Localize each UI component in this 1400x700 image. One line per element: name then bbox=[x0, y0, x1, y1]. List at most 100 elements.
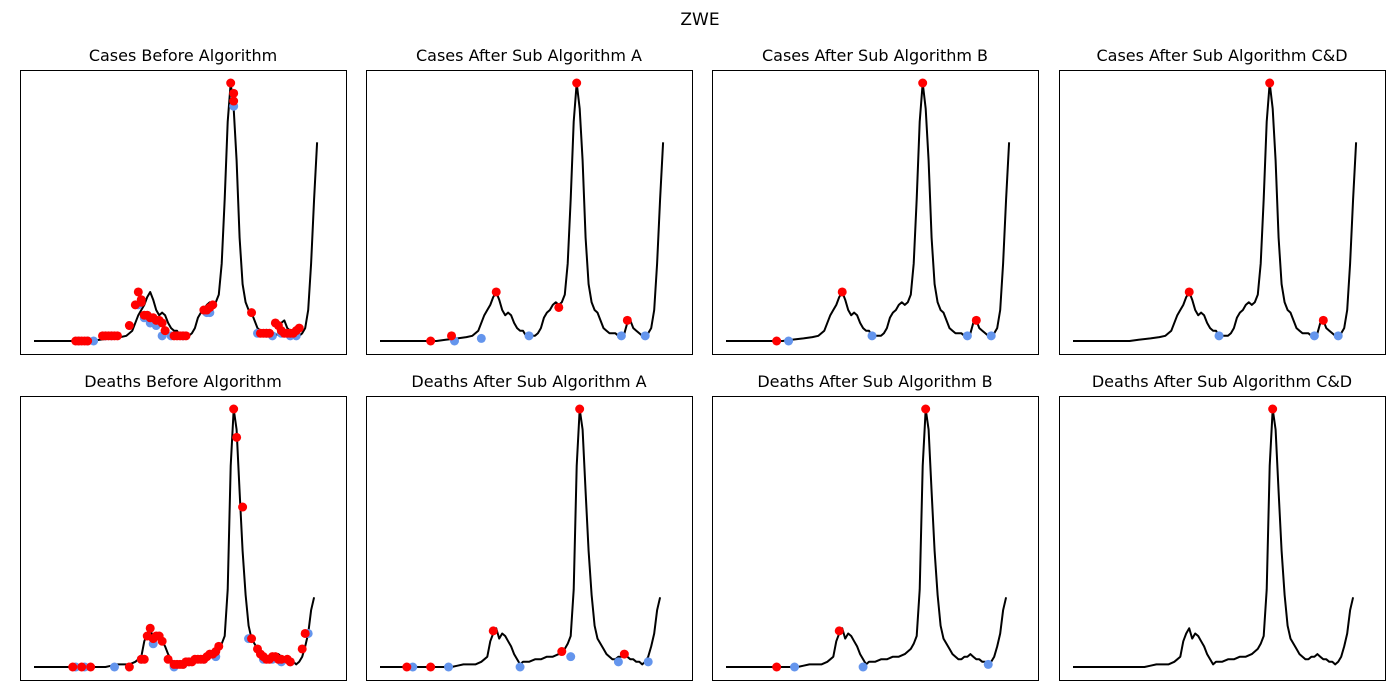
series-line bbox=[726, 82, 1011, 342]
peak-point bbox=[214, 641, 224, 651]
peak-point bbox=[575, 404, 585, 414]
trough-point bbox=[566, 652, 576, 662]
panel-title: Deaths Before Algorithm bbox=[84, 372, 282, 391]
panel-title: Cases After Sub Algorithm C&D bbox=[1096, 46, 1347, 65]
peak-point bbox=[772, 336, 782, 346]
peak-point bbox=[157, 318, 167, 328]
peak-point bbox=[247, 308, 257, 318]
panel-deaths-2: Deaths After Sub Algorithm B bbox=[712, 372, 1039, 681]
peak-point bbox=[1318, 315, 1328, 325]
peak-point bbox=[77, 662, 87, 672]
series-line bbox=[380, 82, 665, 342]
peak-point bbox=[557, 647, 567, 657]
peak-point bbox=[554, 302, 564, 312]
peak-point bbox=[572, 78, 582, 88]
panel-deaths-0: Deaths Before Algorithm bbox=[20, 372, 347, 681]
panel-title: Cases After Sub Algorithm A bbox=[416, 46, 642, 65]
panel-cases-0: Cases Before Algorithm bbox=[20, 46, 347, 355]
trough-point bbox=[858, 662, 868, 672]
trough-point bbox=[983, 659, 993, 669]
peak-point bbox=[163, 654, 173, 664]
peak-point bbox=[285, 657, 295, 667]
peak-point bbox=[297, 644, 307, 654]
peak-point bbox=[402, 662, 412, 672]
peak-point bbox=[68, 662, 78, 672]
trough-point bbox=[784, 336, 794, 346]
peak-point bbox=[772, 662, 782, 672]
peak-point bbox=[264, 328, 274, 338]
figure-title: ZWE bbox=[680, 10, 720, 30]
trough-point bbox=[616, 331, 626, 341]
plot-frame bbox=[712, 396, 1039, 681]
peak-point bbox=[294, 323, 304, 333]
plot-frame bbox=[366, 396, 693, 681]
panel-cases-3: Cases After Sub Algorithm C&D bbox=[1059, 46, 1386, 355]
peak-point bbox=[619, 649, 629, 659]
peak-point bbox=[1268, 404, 1278, 414]
panel-title: Deaths After Sub Algorithm A bbox=[411, 372, 646, 391]
series-line bbox=[34, 408, 316, 668]
trough-point bbox=[1309, 331, 1319, 341]
peak-point bbox=[491, 287, 501, 297]
peak-point bbox=[238, 502, 248, 512]
peak-point bbox=[229, 404, 239, 414]
series-line bbox=[726, 408, 1008, 668]
peak-point bbox=[124, 321, 134, 331]
trough-point bbox=[1214, 331, 1224, 341]
trough-point bbox=[643, 657, 653, 667]
series-line bbox=[380, 408, 662, 668]
peak-point bbox=[160, 326, 170, 336]
peak-point bbox=[232, 432, 242, 442]
series-line bbox=[1073, 82, 1358, 342]
peak-point bbox=[447, 331, 457, 341]
trough-point bbox=[1333, 331, 1343, 341]
trough-point bbox=[962, 331, 972, 341]
trough-point bbox=[444, 662, 454, 672]
peak-point bbox=[488, 626, 498, 636]
plot-frame bbox=[1059, 396, 1386, 681]
peak-point bbox=[226, 78, 236, 88]
trough-point bbox=[613, 657, 623, 667]
peak-point bbox=[247, 634, 257, 644]
peak-point bbox=[426, 662, 436, 672]
trough-point bbox=[524, 331, 534, 341]
trough-point bbox=[867, 331, 877, 341]
trough-point bbox=[515, 662, 525, 672]
series-line bbox=[34, 82, 319, 342]
peak-point bbox=[145, 623, 155, 633]
peak-point bbox=[83, 336, 93, 346]
panel-title: Cases Before Algorithm bbox=[89, 46, 277, 65]
peak-point bbox=[426, 336, 436, 346]
peak-point bbox=[229, 96, 239, 106]
plot-frame bbox=[1059, 70, 1386, 355]
panel-deaths-1: Deaths After Sub Algorithm A bbox=[366, 372, 693, 681]
peak-point bbox=[133, 287, 143, 297]
plot-frame bbox=[366, 70, 693, 355]
plot-frame bbox=[20, 396, 347, 681]
peak-point bbox=[622, 315, 632, 325]
peak-point bbox=[1265, 78, 1275, 88]
peak-point bbox=[208, 300, 218, 310]
panel-cases-1: Cases After Sub Algorithm A bbox=[366, 46, 693, 355]
peak-point bbox=[834, 626, 844, 636]
peak-point bbox=[229, 88, 239, 98]
panel-cases-2: Cases After Sub Algorithm B bbox=[712, 46, 1039, 355]
panel-title: Cases After Sub Algorithm B bbox=[762, 46, 988, 65]
peak-point bbox=[112, 331, 122, 341]
trough-point bbox=[790, 662, 800, 672]
plot-frame bbox=[712, 70, 1039, 355]
trough-point bbox=[986, 331, 996, 341]
peak-point bbox=[124, 662, 134, 672]
peak-point bbox=[918, 78, 928, 88]
panel-deaths-3: Deaths After Sub Algorithm C&D bbox=[1059, 372, 1386, 681]
panel-title: Deaths After Sub Algorithm B bbox=[757, 372, 992, 391]
trough-point bbox=[640, 331, 650, 341]
series-line bbox=[1073, 408, 1355, 668]
peak-point bbox=[139, 654, 149, 664]
peak-point bbox=[921, 404, 931, 414]
peak-point bbox=[157, 636, 167, 646]
peak-point bbox=[136, 297, 146, 307]
plot-frame bbox=[20, 70, 347, 355]
peak-point bbox=[1184, 287, 1194, 297]
